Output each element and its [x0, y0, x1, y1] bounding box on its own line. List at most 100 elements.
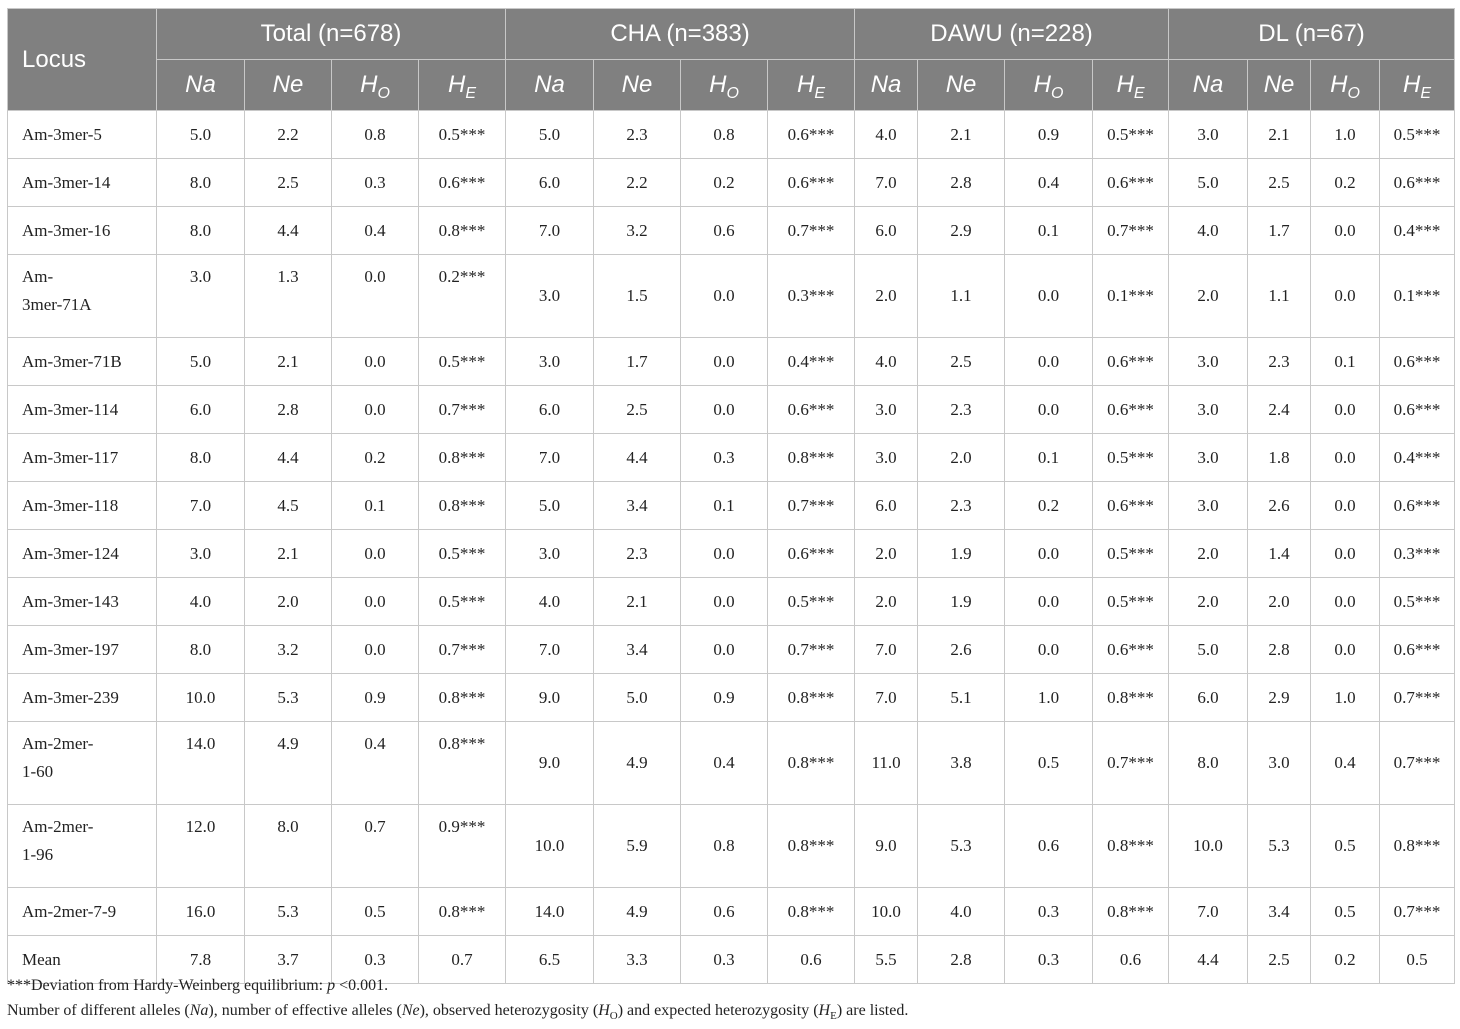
- value-cell: 0.6: [1004, 804, 1094, 888]
- value-cell: 0.8***: [767, 433, 856, 482]
- subheader-subscript: O: [1347, 85, 1360, 102]
- value-cell: 4.0: [1168, 206, 1249, 255]
- value-cell: 0.0: [680, 529, 769, 578]
- value-cell: 3.0: [505, 337, 595, 386]
- subheader-cell: HE: [417, 59, 507, 111]
- table-body: Am-3mer-5 5.0 2.2 0.8 0.5*** 5.0 2.3 0.8 0.6*** 4…: [7, 110, 1456, 984]
- value-cell: 3.0: [1168, 433, 1249, 482]
- value-cell: 11.0: [854, 721, 919, 805]
- value-cell: 1.7: [593, 337, 682, 386]
- footnote-segment: H: [598, 1002, 610, 1019]
- value-cell: 0.5***: [1379, 577, 1456, 626]
- value-cell: 1.4: [1247, 529, 1312, 578]
- value-cell: 3.2: [593, 206, 682, 255]
- value-cell: 4.4: [244, 206, 332, 255]
- value-cell: 2.0: [1168, 577, 1249, 626]
- value-cell: 5.9: [593, 804, 682, 888]
- value-cell: 2.0: [1247, 577, 1312, 626]
- value-cell: 3.0: [505, 254, 595, 338]
- value-cell: 0.5***: [1092, 433, 1170, 482]
- value-cell: 0.1: [331, 481, 419, 530]
- footnote-segment: ), observed heterozygosity (: [419, 1002, 599, 1019]
- value-cell: 2.8: [1247, 625, 1312, 674]
- value-cell: 0.7***: [417, 625, 507, 674]
- table-row: Am-3mer-14 8.0 2.5 0.3 0.6*** 6.0 2.2 0.2 0.6***…: [7, 158, 1456, 207]
- value-cell: 0.6***: [767, 385, 856, 434]
- value-cell: 0.0: [680, 254, 769, 338]
- table-header: Locus Total (n=678) CHA (n=383) DAWU (n=…: [7, 8, 1456, 111]
- value-cell: 2.3: [593, 529, 682, 578]
- table-row: Am-3mer-239 10.0 5.3 0.9 0.8*** 9.0 5.0 0.9 0.8*…: [7, 673, 1456, 722]
- value-cell: 9.0: [505, 673, 595, 722]
- value-cell: 0.8***: [1092, 804, 1170, 888]
- table-row: Am-3mer-16 8.0 4.4 0.4 0.8*** 7.0 3.2 0.6 0.7***…: [7, 206, 1456, 255]
- value-cell: 0.2: [1310, 158, 1381, 207]
- value-cell: 3.3: [593, 935, 682, 984]
- value-cell: 2.5: [244, 158, 332, 207]
- value-cell: 0.6***: [1379, 158, 1456, 207]
- value-cell: 0.5: [1004, 721, 1094, 805]
- value-cell: 0.4: [1310, 721, 1381, 805]
- value-cell: 8.0: [156, 625, 245, 674]
- value-cell: 10.0: [1168, 804, 1249, 888]
- table-row: Am-3mer-114 6.0 2.8 0.0 0.7*** 6.0 2.5 0.0 0.6**…: [7, 385, 1456, 434]
- table-row: Am-2mer- 1-96 12.0 8.0 0.7 0.9*** 10.0 5.9 0.8 0…: [7, 804, 1456, 888]
- value-cell: 0.5***: [767, 577, 856, 626]
- value-cell: 5.3: [244, 673, 332, 722]
- value-cell: 3.0: [854, 385, 919, 434]
- value-cell: 0.4***: [767, 337, 856, 386]
- subheader-cell: Na: [505, 59, 595, 111]
- value-cell: 4.5: [244, 481, 332, 530]
- subheader-label: H: [1033, 71, 1051, 98]
- locus-cell: Am-3mer-117: [7, 433, 157, 482]
- value-cell: 0.5***: [1092, 110, 1170, 159]
- header-group-total: Total (n=678): [155, 8, 507, 60]
- value-cell: 5.0: [593, 673, 682, 722]
- value-cell: 0.7***: [1092, 721, 1170, 805]
- value-cell: 0.4: [331, 206, 419, 255]
- locus-cell: Am-3mer-118: [7, 481, 157, 530]
- subheader-label: Na: [870, 71, 902, 98]
- value-cell: 2.2: [244, 110, 332, 159]
- value-cell: 14.0: [505, 887, 595, 936]
- value-cell: 14.0: [156, 721, 245, 805]
- value-cell: 0.5: [1310, 804, 1381, 888]
- value-cell: 2.1: [244, 337, 332, 386]
- value-cell: 6.0: [156, 385, 245, 434]
- value-cell: 4.0: [854, 337, 919, 386]
- value-cell: 3.0: [1168, 337, 1249, 386]
- value-cell: 0.1: [1310, 337, 1381, 386]
- value-cell: 5.0: [505, 481, 595, 530]
- value-cell: 1.8: [1247, 433, 1312, 482]
- value-cell: 4.9: [593, 887, 682, 936]
- value-cell: 1.7: [1247, 206, 1312, 255]
- subheader-cell: HE: [767, 59, 856, 111]
- value-cell: 0.6***: [1092, 481, 1170, 530]
- value-cell: 2.9: [917, 206, 1006, 255]
- value-cell: 0.2: [331, 433, 419, 482]
- value-cell: 0.3: [331, 158, 419, 207]
- subheader-cell: Ne: [1247, 59, 1312, 111]
- subheader-cell: Ne: [244, 59, 332, 111]
- value-cell: 2.0: [854, 577, 919, 626]
- value-cell: 16.0: [156, 887, 245, 936]
- value-cell: 0.0: [1310, 481, 1381, 530]
- subheader-cell: HE: [1379, 59, 1456, 111]
- value-cell: 5.5: [854, 935, 919, 984]
- value-cell: 5.1: [917, 673, 1006, 722]
- locus-cell: Am-2mer- 1-96: [7, 804, 157, 888]
- locus-cell: Am-3mer-14: [7, 158, 157, 207]
- value-cell: 3.0: [1247, 721, 1312, 805]
- value-cell: 2.9: [1247, 673, 1312, 722]
- value-cell: 7.0: [854, 673, 919, 722]
- value-cell: 2.5: [593, 385, 682, 434]
- value-cell: 6.0: [505, 385, 595, 434]
- value-cell: 0.6***: [1379, 337, 1456, 386]
- value-cell: 0.6***: [767, 158, 856, 207]
- value-cell: 0.5: [331, 887, 419, 936]
- locus-cell: Am-2mer-7-9: [7, 887, 157, 936]
- subheader-subscript: E: [465, 85, 477, 102]
- value-cell: 2.4: [1247, 385, 1312, 434]
- value-cell: 0.0: [1310, 529, 1381, 578]
- locus-cell: Am-3mer-5: [7, 110, 157, 159]
